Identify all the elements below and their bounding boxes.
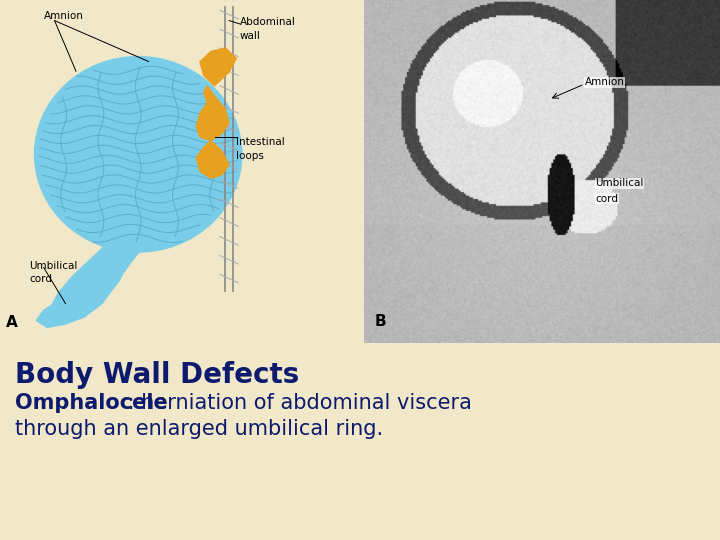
Text: Amnion: Amnion: [44, 11, 84, 21]
Polygon shape: [197, 140, 229, 178]
Polygon shape: [48, 242, 131, 321]
Text: Umbilical: Umbilical: [29, 261, 78, 271]
Text: Abdominal: Abdominal: [240, 17, 296, 27]
Text: Umbilical: Umbilical: [595, 178, 644, 188]
Text: B: B: [374, 314, 386, 329]
Text: wall: wall: [240, 31, 261, 41]
Text: Amnion: Amnion: [585, 77, 624, 87]
Circle shape: [35, 57, 242, 252]
Polygon shape: [197, 86, 229, 140]
Text: Body Wall Defects: Body Wall Defects: [15, 361, 300, 389]
Text: cord: cord: [595, 194, 618, 204]
Text: Omphalocele: Omphalocele: [15, 393, 168, 413]
Text: Intestinal: Intestinal: [236, 137, 285, 147]
Text: : herniation of abdominal viscera: : herniation of abdominal viscera: [121, 393, 472, 413]
Polygon shape: [200, 48, 236, 86]
Polygon shape: [37, 232, 145, 327]
Text: A: A: [6, 315, 17, 330]
Text: loops: loops: [236, 151, 264, 161]
Text: through an enlarged umbilical ring.: through an enlarged umbilical ring.: [15, 419, 383, 439]
Text: cord: cord: [29, 274, 52, 285]
